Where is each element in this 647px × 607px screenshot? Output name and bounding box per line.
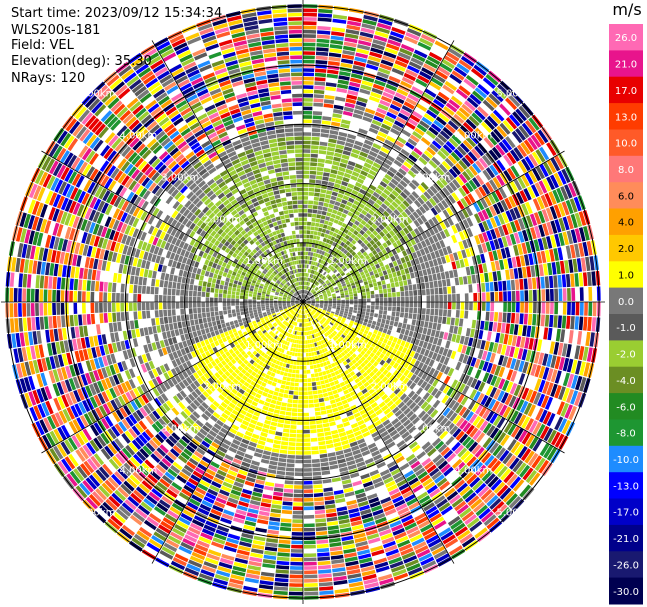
range-ring-label: 2.00km xyxy=(203,214,241,225)
colorbar-swatch xyxy=(609,208,643,236)
colorbar-tick-label: -2.0 xyxy=(616,350,636,361)
range-ring-label: 5.00km xyxy=(496,507,534,518)
colorbar-swatch xyxy=(609,498,643,526)
field-text: Field: VEL xyxy=(11,38,74,53)
colorbar-tick-label: -17.0 xyxy=(613,508,639,519)
colorbar-swatch xyxy=(609,340,643,368)
colorbar-tick-label: 21.0 xyxy=(615,60,637,71)
range-ring-label: 2.00km xyxy=(371,382,409,393)
colorbar-tick-label: -4.0 xyxy=(616,376,636,387)
colorbar-swatch xyxy=(609,577,643,605)
colorbar-swatch xyxy=(609,551,643,579)
azimuth-spoke xyxy=(302,301,455,564)
colorbar-swatch xyxy=(609,314,643,341)
colorbar-tick-label: 26.0 xyxy=(615,33,637,44)
range-ring-label: 4.00km xyxy=(120,131,158,142)
azimuth-spoke xyxy=(41,150,304,303)
colorbar-tick-label: 8.0 xyxy=(618,165,634,176)
colorbar-tick-label: 1.0 xyxy=(618,271,634,282)
colorbar-tick-label: -1.0 xyxy=(616,323,636,334)
colorbar-tick-label: -30.0 xyxy=(613,587,639,598)
colorbar-tick-label: -6.0 xyxy=(616,402,636,413)
azimuth-spoke xyxy=(302,301,565,454)
radar-gate-group xyxy=(5,10,597,590)
colorbar-swatch xyxy=(609,129,643,157)
range-ring-label: 4.00km xyxy=(120,466,158,477)
range-ring-label: 3.00km xyxy=(413,424,451,435)
range-ring-label: 3.00km xyxy=(161,424,199,435)
colorbar-tick-label: 4.0 xyxy=(618,218,634,229)
radar-gate-group xyxy=(20,14,589,592)
colorbar-swatch xyxy=(609,24,643,51)
range-ring-labels: 1.00km 1.00km 1.00km 1.00km 2.00km 2.00km 2.00… xyxy=(78,89,535,519)
colorbar-tick-label: -13.0 xyxy=(613,481,639,492)
colorbar-swatch xyxy=(609,76,643,104)
colorbar-swatch xyxy=(609,287,643,315)
azimuth-spoke xyxy=(151,40,304,303)
range-ring-label: 1.00km xyxy=(245,256,283,267)
colorbar-tick-label: -21.0 xyxy=(613,534,639,545)
colorbar-tick-label: 10.0 xyxy=(615,139,637,150)
azimuth-spoke xyxy=(302,150,565,303)
range-ring-label: 1.00km xyxy=(245,340,283,351)
colorbar-swatch xyxy=(609,103,643,130)
start-time-text: Start time: 2023/09/12 15:34:34 xyxy=(11,6,223,21)
radar-gate-group xyxy=(5,23,580,596)
range-rings-and-spokes xyxy=(1,0,605,604)
colorbar-tick-label: 13.0 xyxy=(615,112,637,123)
range-ring-label: 3.00km xyxy=(161,172,199,183)
velocity-colorbar: 26.0 21.0 17.0 13.0 10.0 8.0 6.0 4.0 2.0 1.0 0.0 -1… xyxy=(609,24,643,605)
colorbar-tick-label: -26.0 xyxy=(613,561,639,572)
colorbar-swatch xyxy=(609,524,643,552)
nrays-text: NRays: 120 xyxy=(11,71,86,86)
azimuth-spoke xyxy=(302,40,455,303)
colorbar-swatch xyxy=(609,419,643,447)
colorbar-swatch xyxy=(609,182,643,210)
colorbar-swatch xyxy=(609,261,643,289)
range-ring-label: 5.00km xyxy=(496,89,534,100)
colorbar-swatch xyxy=(609,50,643,78)
colorbar-swatch xyxy=(609,366,643,394)
colorbar-tick-label: 2.0 xyxy=(618,244,634,255)
radar-cells xyxy=(5,4,601,600)
colorbar-swatch xyxy=(609,393,643,420)
range-ring-label: 3.00km xyxy=(413,172,451,183)
elevation-text: Elevation(deg): 35.30 xyxy=(11,54,152,69)
range-ring-label: 1.00km xyxy=(329,340,367,351)
colorbar-tick-label: 0.0 xyxy=(618,297,634,308)
range-ring-label: 2.00km xyxy=(371,214,409,225)
colorbar-swatch xyxy=(609,445,643,473)
instrument-text: WLS200s-181 xyxy=(11,23,101,38)
range-ring-label: 1.00km xyxy=(329,256,367,267)
colorbar-swatch xyxy=(609,234,643,262)
colorbar-unit-label: m/s xyxy=(612,0,642,19)
range-ring-label: 4.00km xyxy=(455,466,493,477)
colorbar-tick-label: -8.0 xyxy=(616,429,636,440)
colorbar-swatch xyxy=(609,472,643,500)
azimuth-spoke xyxy=(151,301,304,564)
range-ring-label: 5.00km xyxy=(78,507,116,518)
azimuth-spoke xyxy=(41,301,304,454)
colorbar-tick-label: 6.0 xyxy=(618,191,634,202)
range-ring-label: 5.00km xyxy=(78,89,116,100)
colorbar-tick-label: 17.0 xyxy=(615,86,637,97)
range-ring-label: 2.00km xyxy=(203,382,241,393)
range-ring-label: 4.00km xyxy=(455,131,493,142)
colorbar-swatch xyxy=(609,155,643,183)
colorbar-tick-label: -10.0 xyxy=(613,455,639,466)
